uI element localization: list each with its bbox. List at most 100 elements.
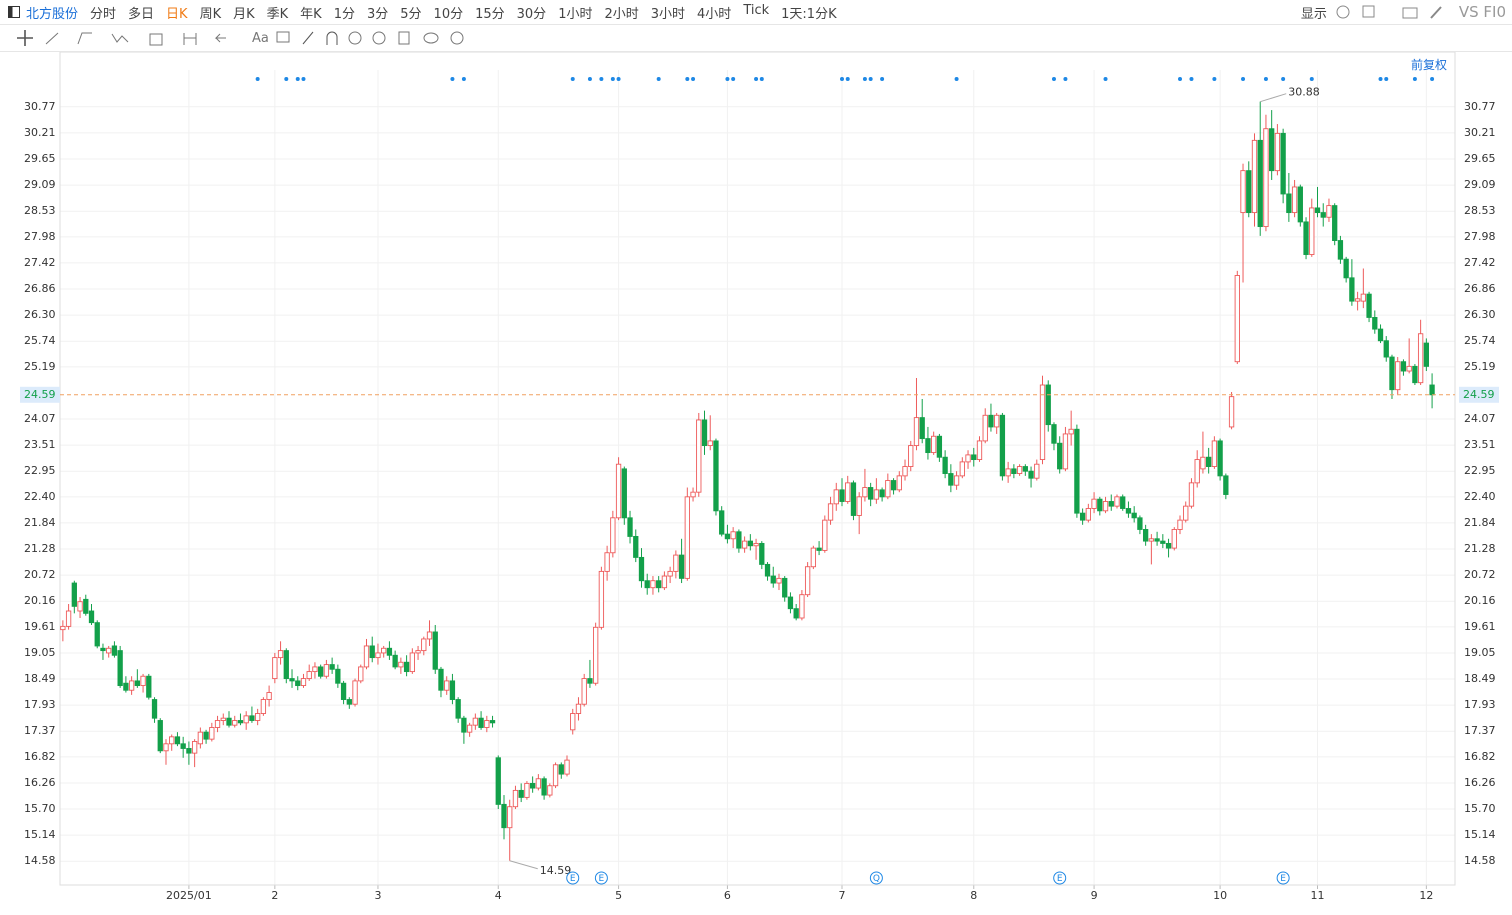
candle-body (971, 454, 977, 461)
candle-body (1085, 508, 1091, 521)
candle-body (707, 440, 713, 447)
event-dot (461, 77, 466, 81)
candle-body (1286, 193, 1292, 214)
candle-body (845, 482, 851, 502)
y-tick-label: 15.70 (24, 802, 56, 815)
candle-body (1120, 496, 1126, 509)
candle-body (1395, 361, 1401, 391)
event-icon (1053, 871, 1067, 885)
candle-body (243, 715, 249, 724)
adjust-mode[interactable]: 前复权 (1411, 58, 1448, 72)
event-dot (725, 77, 730, 81)
y-tick-label: 24.07 (24, 412, 56, 425)
candle-body (1074, 428, 1080, 514)
y-tick-label: 30.21 (24, 126, 56, 139)
y-tick-label-right: 26.86 (1464, 282, 1496, 295)
period-option[interactable]: 30分 (516, 6, 547, 22)
period-option[interactable]: 年K (300, 6, 322, 22)
stock-name[interactable]: 北方股份 (26, 6, 79, 22)
candle-body (260, 699, 267, 714)
candle-body (564, 759, 570, 775)
period-option[interactable]: 15分 (475, 6, 505, 22)
period-option[interactable]: Tick (743, 2, 770, 18)
candle-body (71, 582, 77, 607)
candle-body (249, 715, 255, 721)
candle-body (1005, 468, 1011, 477)
candle-body (403, 661, 410, 673)
candle-body (438, 668, 444, 691)
candle-body (524, 782, 530, 798)
candle-body (1097, 498, 1103, 512)
y-tick-label-right: 17.37 (1464, 724, 1496, 737)
candle-body (667, 570, 673, 577)
period-option[interactable]: 4小时 (697, 6, 732, 22)
period-option[interactable]: 3分 (366, 6, 389, 22)
candle-body (570, 713, 576, 731)
candle-body (953, 475, 960, 486)
candle-body (226, 717, 232, 726)
candle-body (931, 435, 937, 454)
candle-body (759, 542, 765, 565)
x-tick-label: 9 (1091, 889, 1098, 902)
candle-body (65, 610, 72, 627)
period-option[interactable]: 1小时 (558, 6, 593, 22)
compare[interactable]: VS FI0 (1458, 3, 1506, 21)
candle-body (1257, 139, 1263, 228)
candle-body (426, 631, 433, 640)
period-option[interactable]: 季K (266, 6, 289, 22)
candle-body (982, 414, 988, 442)
candle-body (724, 533, 731, 540)
x-tick-label: 2 (271, 889, 278, 902)
period-option[interactable]: 5分 (400, 6, 422, 22)
candle-body (83, 598, 89, 614)
candle-body (1057, 442, 1063, 470)
candle-body (392, 654, 398, 668)
candle-body (1108, 501, 1114, 507)
candle-body (266, 692, 272, 700)
y-tick-label: 29.65 (24, 152, 56, 165)
text-tool[interactable]: Aa (252, 30, 269, 46)
event-dot (880, 77, 885, 81)
display-menu[interactable]: 显示 (1300, 6, 1327, 22)
y-tick-label-right: 29.09 (1464, 178, 1496, 191)
y-tick-label: 26.30 (24, 308, 56, 321)
candle-body (1326, 205, 1332, 218)
candle-body (363, 645, 370, 668)
period-option[interactable]: 2小时 (604, 6, 639, 22)
period-option[interactable]: 1天:1分K (781, 6, 837, 22)
candle-body (106, 647, 112, 654)
candle-body (1343, 258, 1349, 279)
period-option[interactable]: 日K (166, 6, 188, 22)
y-tick-label: 29.09 (24, 178, 56, 191)
y-tick-label: 14.58 (24, 854, 56, 867)
event-dot (691, 77, 696, 81)
candle-body (1337, 240, 1344, 260)
candle-body (988, 414, 994, 428)
candle-body (593, 626, 599, 684)
candle-body (1045, 384, 1051, 426)
y-tick-label-right: 15.14 (1464, 828, 1496, 841)
period-option[interactable]: 分时 (90, 6, 117, 22)
x-tick-label: 11 (1311, 889, 1325, 902)
candle-body (1034, 463, 1040, 479)
candle-body (128, 680, 135, 691)
candle-body (1228, 396, 1235, 428)
candle-body (782, 577, 788, 598)
period-option[interactable]: 周K (199, 6, 222, 22)
candle-body (358, 666, 364, 682)
y-tick-label: 22.95 (24, 464, 56, 477)
event-label: E (1057, 874, 1063, 884)
period-option[interactable]: 10分 (433, 6, 464, 22)
period-option[interactable]: 多日 (128, 6, 155, 22)
period-option[interactable]: 3小时 (650, 6, 686, 22)
candle-body (1160, 540, 1166, 544)
candle-body (638, 556, 645, 582)
period-option[interactable]: 月K (233, 6, 255, 22)
event-dot (1281, 77, 1286, 81)
candle-body (1251, 139, 1258, 214)
sidebar-icon[interactable] (8, 6, 20, 18)
candle-body (346, 699, 352, 705)
candle-body (472, 717, 478, 726)
period-option[interactable]: 1分 (333, 6, 355, 22)
